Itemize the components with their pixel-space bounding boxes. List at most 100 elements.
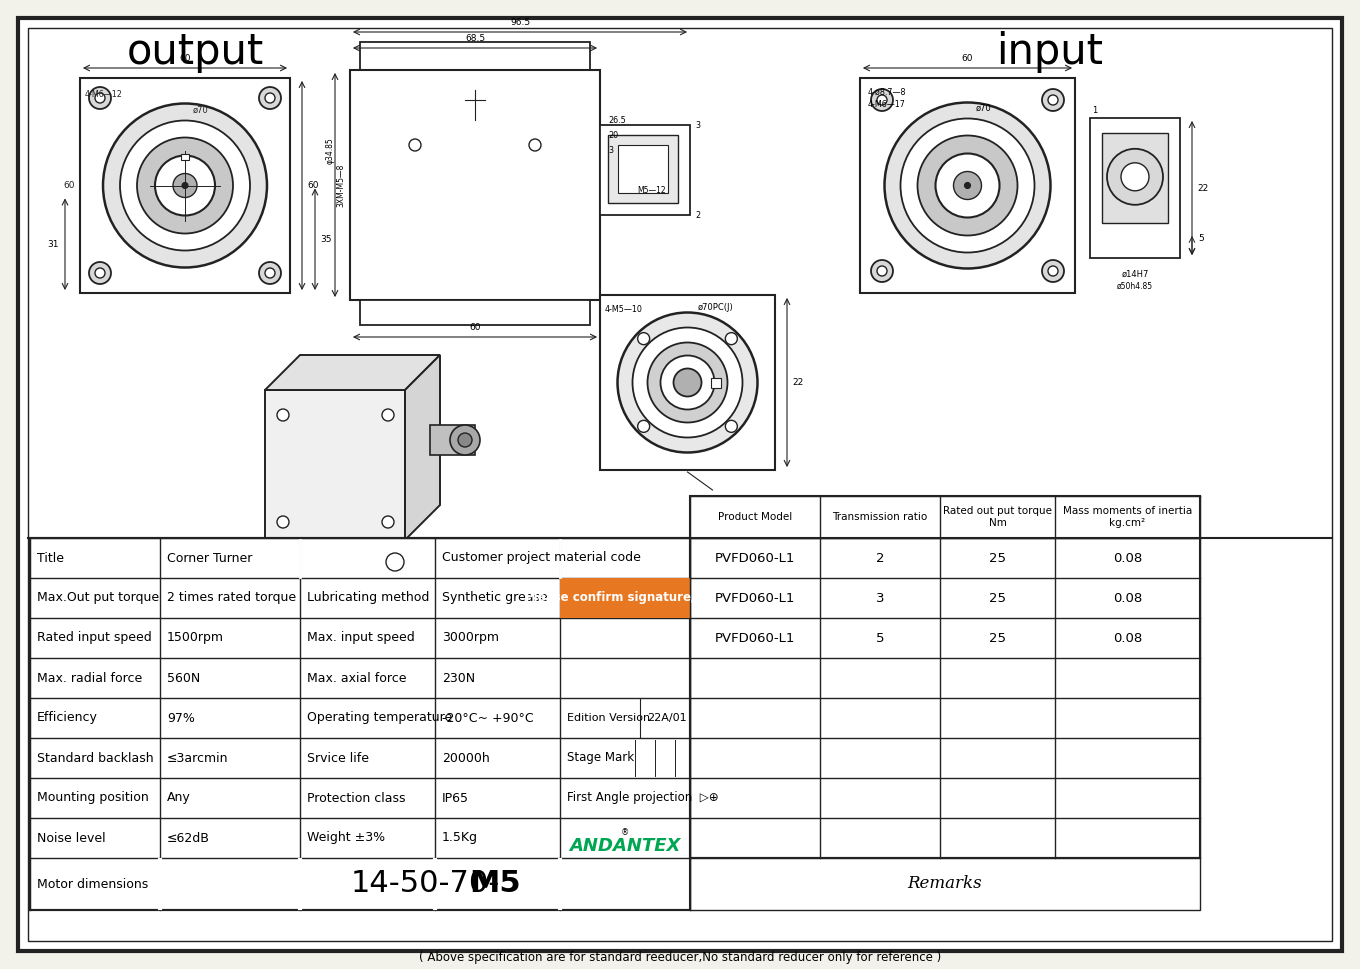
Text: IP65: IP65: [442, 792, 469, 804]
Circle shape: [258, 87, 282, 109]
Circle shape: [1121, 163, 1149, 191]
Text: ( Above specification are for standard reeducer,No standard reducer only for ref: ( Above specification are for standard r…: [419, 951, 941, 963]
Circle shape: [155, 155, 215, 215]
Bar: [690, 858, 1200, 910]
Text: 26.5: 26.5: [608, 115, 626, 124]
Bar: [30, 538, 690, 910]
Text: Rated input speed: Rated input speed: [37, 632, 152, 644]
Text: 4-M6—17: 4-M6—17: [868, 100, 906, 109]
Text: Motor dimensions: Motor dimensions: [37, 878, 148, 891]
Text: 2: 2: [876, 551, 884, 565]
Text: 560N: 560N: [167, 672, 200, 684]
Text: ø70PC(J): ø70PC(J): [698, 302, 733, 311]
Text: 5: 5: [1198, 234, 1204, 242]
Circle shape: [638, 421, 650, 432]
Bar: [710, 378, 721, 388]
Circle shape: [964, 182, 971, 189]
Text: 4-M6—12: 4-M6—12: [84, 90, 122, 99]
Circle shape: [265, 93, 275, 103]
Text: Please confirm signature/date: Please confirm signature/date: [525, 591, 725, 605]
Bar: [617, 145, 668, 193]
Circle shape: [95, 268, 105, 278]
Circle shape: [661, 356, 714, 410]
Circle shape: [725, 332, 737, 345]
Circle shape: [458, 433, 472, 447]
Text: Customer project material code: Customer project material code: [442, 551, 641, 565]
Circle shape: [877, 95, 887, 105]
Text: Max.Out put torque: Max.Out put torque: [37, 591, 159, 605]
Text: Title: Title: [37, 551, 64, 565]
Circle shape: [1049, 95, 1058, 105]
Text: Standard backlash: Standard backlash: [37, 752, 154, 765]
Circle shape: [382, 516, 394, 528]
Bar: [1089, 118, 1180, 258]
Text: 1: 1: [1092, 106, 1098, 114]
Circle shape: [409, 139, 422, 151]
Text: ≤3arcmin: ≤3arcmin: [167, 752, 228, 765]
Text: 3: 3: [876, 591, 884, 605]
Circle shape: [725, 421, 737, 432]
Text: 60: 60: [469, 323, 480, 332]
Text: 4-ø8.7—8: 4-ø8.7—8: [868, 88, 907, 97]
Text: ø70: ø70: [193, 106, 208, 114]
Circle shape: [953, 172, 982, 200]
Text: 60: 60: [180, 54, 190, 63]
Bar: [600, 295, 775, 470]
Text: 1500rpm: 1500rpm: [167, 632, 224, 644]
Circle shape: [918, 136, 1017, 235]
Circle shape: [277, 409, 288, 421]
Text: 3XM-M5—8: 3XM-M5—8: [336, 164, 345, 206]
Bar: [430, 425, 475, 455]
Polygon shape: [265, 355, 441, 390]
Circle shape: [1042, 89, 1064, 111]
Text: Product Model: Product Model: [718, 512, 792, 522]
Bar: [1102, 133, 1168, 223]
Circle shape: [647, 342, 728, 422]
Circle shape: [450, 425, 480, 455]
Bar: [690, 496, 1200, 858]
Text: ANDANTEX: ANDANTEX: [570, 837, 681, 855]
Bar: [560, 578, 690, 618]
Text: ø14H7: ø14H7: [1121, 270, 1149, 279]
Bar: [860, 78, 1074, 293]
Bar: [600, 125, 690, 215]
Text: Max. input speed: Max. input speed: [307, 632, 415, 644]
Text: output: output: [126, 31, 264, 73]
Text: Efficiency: Efficiency: [37, 711, 98, 725]
Text: 35: 35: [320, 234, 332, 244]
Circle shape: [258, 262, 282, 284]
Text: Edition Version: Edition Version: [567, 713, 650, 723]
Text: 97%: 97%: [167, 711, 194, 725]
Text: 96.5: 96.5: [510, 18, 530, 27]
Bar: [608, 135, 679, 203]
Text: Transmission ratio: Transmission ratio: [832, 512, 928, 522]
Circle shape: [936, 153, 1000, 217]
Text: PVFD060-L1: PVFD060-L1: [715, 632, 796, 644]
Circle shape: [173, 173, 197, 198]
Circle shape: [877, 266, 887, 276]
Circle shape: [632, 328, 743, 437]
Text: 60: 60: [64, 181, 75, 190]
Polygon shape: [379, 544, 411, 580]
Text: 22: 22: [792, 378, 804, 387]
Bar: [360, 42, 590, 72]
Circle shape: [95, 93, 105, 103]
Bar: [265, 390, 405, 540]
Text: Noise level: Noise level: [37, 831, 106, 845]
Text: 0.08: 0.08: [1112, 551, 1142, 565]
Text: Weight ±3%: Weight ±3%: [307, 831, 385, 845]
Circle shape: [1049, 266, 1058, 276]
Text: Protection class: Protection class: [307, 792, 405, 804]
Text: Any: Any: [167, 792, 190, 804]
Circle shape: [1042, 260, 1064, 282]
Circle shape: [638, 332, 650, 345]
Bar: [80, 78, 290, 293]
Text: M5—12: M5—12: [638, 185, 666, 195]
Text: PVFD060-L1: PVFD060-L1: [715, 591, 796, 605]
Text: 3000rpm: 3000rpm: [442, 632, 499, 644]
Text: ≤62dB: ≤62dB: [167, 831, 209, 845]
Text: 22A/01: 22A/01: [647, 713, 687, 723]
Text: 4-M5—10: 4-M5—10: [605, 305, 643, 314]
Text: Max. axial force: Max. axial force: [307, 672, 407, 684]
Text: 14-50-70-: 14-50-70-: [351, 869, 499, 898]
